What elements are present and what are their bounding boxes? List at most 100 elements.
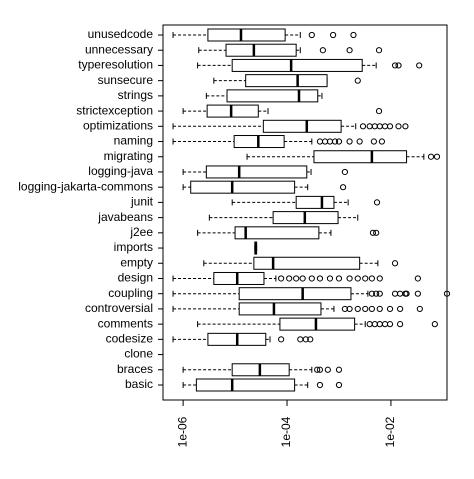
outlier — [335, 366, 343, 373]
outlier — [443, 290, 451, 297]
outlier — [373, 229, 380, 236]
y-tick-label: naming — [114, 134, 153, 148]
outlier — [386, 123, 394, 130]
box — [262, 119, 342, 133]
outlier — [371, 321, 378, 328]
box — [226, 89, 319, 103]
outlier — [416, 62, 423, 69]
outlier — [335, 381, 343, 389]
box — [253, 256, 361, 270]
outlier — [386, 321, 394, 328]
outlier — [376, 321, 383, 328]
y-tick-label: codesize — [106, 332, 154, 346]
y-tick-label: basic — [125, 377, 153, 391]
outlier — [371, 123, 378, 130]
outlier — [316, 138, 324, 145]
outlier — [286, 275, 293, 282]
y-tick-label: j2ee — [129, 225, 153, 239]
outlier — [302, 336, 309, 343]
outlier — [346, 47, 353, 54]
outlier — [362, 275, 369, 282]
y-tick-label: comments — [98, 316, 153, 330]
outlier — [395, 62, 402, 69]
outlier — [414, 290, 421, 297]
y-tick-label: javabeans — [97, 210, 153, 224]
outlier — [376, 123, 383, 130]
outlier — [346, 305, 353, 313]
box — [213, 271, 265, 285]
outlier — [326, 275, 334, 282]
box — [245, 74, 328, 88]
outlier — [329, 31, 337, 39]
outlier — [403, 290, 410, 297]
outlier — [362, 305, 369, 313]
outlier — [278, 275, 285, 282]
outlier — [381, 321, 389, 328]
y-tick-label: logging-jakarta-commons — [18, 179, 153, 193]
outlier — [354, 305, 361, 313]
outlier — [366, 321, 373, 328]
outlier — [324, 366, 331, 373]
outlier — [370, 138, 377, 145]
outlier — [375, 47, 383, 54]
y-tick-label: strictexception — [76, 103, 153, 117]
outlier — [396, 305, 404, 313]
x-tick-label: 1e-02 — [383, 416, 397, 447]
outlier — [427, 153, 435, 160]
y-tick-label: strings — [118, 88, 153, 102]
outlier — [314, 366, 321, 373]
outlier — [359, 123, 367, 130]
box — [238, 287, 352, 301]
y-tick-label: unusedcode — [88, 27, 154, 41]
outlier — [395, 123, 402, 130]
y-tick-label: clone — [124, 347, 153, 361]
outlier — [396, 290, 404, 297]
outlier — [373, 199, 381, 206]
outlier — [354, 77, 361, 84]
outlier — [319, 47, 326, 54]
y-tick-label: migrating — [104, 149, 153, 163]
box — [231, 58, 363, 72]
outlier — [375, 107, 383, 115]
box — [205, 165, 308, 179]
outlier — [356, 138, 363, 145]
y-tick-label: sunsecure — [98, 73, 154, 87]
outlier — [307, 336, 314, 343]
y-tick-label: coupling — [108, 286, 153, 300]
outlier — [376, 290, 383, 297]
x-tick-label: 1e-04 — [279, 416, 293, 447]
outlier — [386, 305, 394, 313]
outlier — [391, 260, 399, 267]
outlier — [339, 184, 347, 191]
outlier — [293, 275, 300, 282]
y-tick-label: optimizations — [83, 118, 153, 132]
y-tick-label: braces — [117, 362, 153, 376]
box — [313, 150, 408, 164]
outlier — [346, 138, 353, 145]
box — [279, 317, 356, 331]
outlier — [278, 336, 285, 343]
box — [295, 195, 335, 209]
outlier — [391, 62, 399, 69]
outlier — [346, 275, 353, 282]
outlier — [368, 275, 375, 282]
outlier — [369, 229, 377, 236]
outlier — [376, 275, 383, 282]
y-tick-label: junit — [130, 195, 154, 209]
outlier — [316, 381, 324, 389]
outlier — [297, 336, 304, 343]
box — [207, 28, 286, 42]
outlier — [381, 123, 389, 130]
outlier — [335, 275, 343, 282]
outlier — [341, 305, 348, 313]
y-tick-label: logging-java — [88, 164, 153, 178]
outlier — [341, 168, 348, 176]
box — [206, 104, 259, 118]
y-tick-label: empty — [120, 255, 153, 269]
outlier — [316, 275, 324, 282]
x-tick-label: 1e-06 — [175, 416, 189, 447]
outlier — [391, 290, 399, 297]
outlier — [316, 366, 324, 373]
